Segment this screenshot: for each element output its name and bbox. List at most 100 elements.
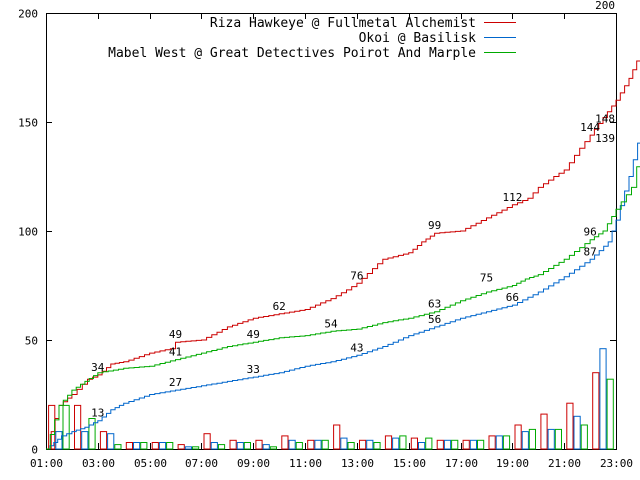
data-label: 200 [595, 0, 615, 12]
hourly-bar [399, 435, 407, 450]
hourly-bar [88, 418, 96, 450]
data-label: 54 [324, 317, 338, 330]
data-label: 99 [428, 219, 441, 232]
hourly-bar [133, 442, 141, 450]
hourly-bar [580, 424, 588, 450]
legend-label: Mabel West @ Great Detectives Poirot And… [108, 46, 476, 61]
data-label: 56 [428, 313, 441, 326]
hourly-bar [599, 348, 607, 450]
x-tick-label: 03:00 [82, 457, 115, 470]
series-line [46, 166, 640, 450]
hourly-bar [573, 415, 581, 450]
x-tick-label: 23:00 [600, 457, 633, 470]
plot-frame [46, 13, 617, 450]
legend-label: Riza Hawkeye @ Fullmetal Alchemist [210, 16, 476, 31]
hourly-bar [425, 437, 433, 450]
hourly-bar [566, 402, 574, 450]
hourly-bar [392, 437, 400, 450]
hourly-bar [107, 433, 115, 450]
hourly-bar [81, 431, 89, 450]
hourly-bar [99, 431, 108, 450]
data-label: 75 [480, 272, 493, 285]
legend-label: Okoi @ Basilisk [359, 31, 477, 46]
hourly-bar [477, 439, 485, 450]
hourly-bar [55, 431, 63, 450]
y-tick-label: 100 [18, 226, 38, 239]
y-tick-label: 0 [31, 444, 38, 457]
data-label: 27 [169, 376, 182, 389]
hourly-bar [340, 437, 348, 450]
data-label: 33 [247, 363, 260, 376]
hourly-bar [321, 439, 329, 450]
hourly-bar [236, 442, 244, 450]
x-tick-label: 21:00 [548, 457, 581, 470]
y-tick-label: 200 [18, 8, 38, 21]
hourly-bar [62, 404, 70, 450]
hourly-bar [177, 444, 185, 450]
hourly-bar [528, 428, 536, 450]
x-tick-label: 09:00 [237, 457, 270, 470]
x-tick-label: 19:00 [496, 457, 529, 470]
hourly-bar [158, 442, 167, 450]
hourly-bar [521, 431, 529, 450]
hourly-bar [592, 372, 600, 450]
hourly-bar [74, 404, 82, 450]
hourly-bar [540, 413, 548, 450]
hourly-bar [384, 435, 393, 450]
series-line [46, 60, 640, 450]
hourly-bar [166, 442, 174, 450]
hourly-bar [243, 442, 252, 450]
data-label: 112 [502, 191, 522, 204]
hourly-bar [307, 439, 315, 450]
data-label: 49 [247, 328, 260, 341]
hourly-bar [314, 439, 322, 450]
y-tick-label: 50 [25, 335, 38, 348]
hourly-bar [462, 439, 470, 450]
data-label: 62 [273, 300, 286, 313]
hourly-bar [114, 444, 122, 450]
x-tick-label: 15:00 [393, 457, 426, 470]
hourly-bar [373, 442, 381, 450]
axis-ticks: 0 50 100 150 200 01:00 03:00 05:00 07:00 09:00 11:… [18, 8, 633, 471]
hourly-bar [418, 442, 426, 450]
hourly-bar [288, 439, 296, 450]
x-tick-label: 13:00 [341, 457, 374, 470]
hourly-bar [333, 424, 341, 450]
hourly-bar [281, 435, 289, 450]
hourly-bar [436, 439, 444, 450]
hourly-bar [151, 442, 159, 450]
hourly-bars [48, 348, 614, 450]
data-label: 144 [580, 121, 600, 134]
data-label: 87 [583, 245, 596, 258]
x-tick-label: 07:00 [185, 457, 218, 470]
hourly-bar [469, 439, 477, 450]
data-label: 34 [91, 361, 105, 374]
hourly-bar [255, 439, 263, 450]
data-label: 43 [350, 341, 363, 354]
x-tick-label: 05:00 [134, 457, 167, 470]
hourly-bar [606, 378, 614, 450]
hourly-bar [502, 435, 511, 450]
data-label: 66 [506, 291, 519, 304]
hourly-bar [229, 439, 237, 450]
hourly-bar [192, 446, 200, 450]
data-label: 76 [350, 269, 363, 282]
data-label: 96 [583, 226, 596, 239]
data-label: 49 [169, 328, 182, 341]
hourly-bar [217, 444, 226, 450]
hourly-bar [514, 424, 522, 450]
hourly-bar [359, 439, 367, 450]
hourly-bar [366, 439, 374, 450]
hourly-bar [410, 437, 418, 450]
data-label: 148 [595, 112, 615, 125]
hourly-bar [488, 435, 496, 450]
data-label: 41 [169, 346, 182, 359]
hourly-bar [210, 442, 218, 450]
data-labels: 34 49 62 76 99 112 144 200 13 27 33 43 56 66 87 148 41 49… [91, 0, 615, 420]
hourly-bar [347, 442, 355, 450]
data-label: 139 [595, 132, 615, 145]
hourly-bar [140, 442, 148, 450]
y-tick-label: 150 [18, 117, 38, 130]
